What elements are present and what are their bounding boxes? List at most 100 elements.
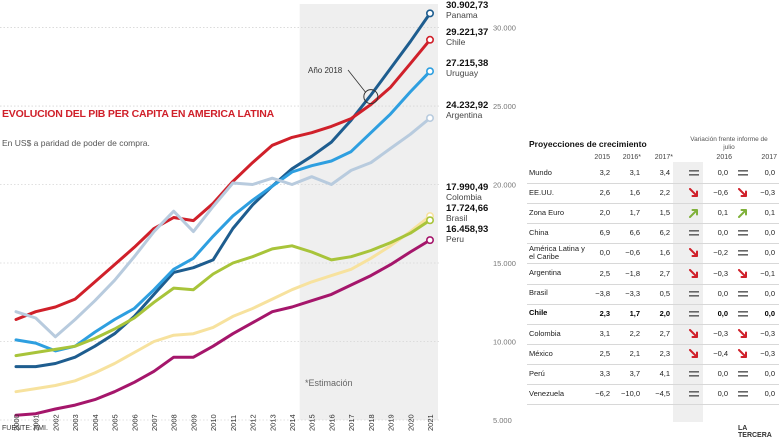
down-icon: [738, 268, 747, 278]
header-2016: 2016*: [622, 154, 641, 161]
value-2016: 2,2: [629, 328, 640, 338]
series-line-peru: [14, 238, 432, 417]
value-2016: −10,0: [621, 389, 640, 399]
row-name: Mundo: [529, 167, 552, 177]
value-2017: 2,3: [659, 348, 670, 358]
x-tick-label: 2014: [288, 414, 297, 431]
table-row: América Latina y el Caribe 0,0 −0,6 1,6 −0,2…: [527, 243, 779, 265]
x-tick-label: 2000: [12, 414, 21, 431]
equal-icon: [738, 250, 748, 256]
end-name-uruguay: Uruguay: [446, 68, 479, 78]
table-row: Argentina 2,5 −1,8 2,7 −0,3 −0,1: [527, 264, 779, 285]
table-row: Mundo 3,2 3,1 3,4 0,0 0,0: [527, 163, 779, 184]
variation-2017: 0,1: [764, 208, 775, 218]
annotation-label: Año 2018: [308, 66, 343, 75]
variation-2016: 0,0: [717, 228, 728, 238]
source-note: FUENTE: FMI.: [2, 425, 48, 432]
series-line-uruguay: [14, 69, 432, 353]
variation-2017: 0,0: [764, 288, 775, 298]
header-var-2016: 2016: [716, 154, 732, 161]
end-marker-uruguay: [425, 67, 434, 76]
value-2015: 3,2: [599, 168, 610, 177]
x-tick-label: 2021: [426, 414, 435, 431]
value-2015: 2,5: [599, 348, 610, 358]
table-row: Colombia 3,1 2,2 2,7 −0,3 −0,3: [527, 324, 779, 345]
equal-icon: [738, 230, 748, 236]
equal-icon: [689, 391, 699, 397]
value-2016: 1,7: [629, 308, 640, 318]
table-row: China 6,9 6,6 6,2 0,0 0,0: [527, 223, 779, 245]
x-tick-label: 2008: [170, 414, 179, 431]
variation-2017: −0,3: [760, 328, 775, 338]
variation-2016: −0,4: [713, 348, 728, 358]
y-tick-label: 20.000: [493, 181, 516, 190]
value-2015: −3,8: [595, 288, 610, 298]
value-2016: −0,6: [625, 248, 640, 258]
end-value-argentina: 24.232,92: [446, 100, 488, 111]
y-tick-label: 25.000: [493, 102, 516, 111]
value-2015: 2,0: [599, 208, 610, 218]
down-icon: [738, 328, 747, 338]
variation-2016: 0,0: [717, 288, 728, 298]
chart-subtitle: En US$ a paridad de poder de compra.: [2, 138, 150, 148]
value-2015: −6,2: [595, 389, 610, 399]
table-row: Chile 2,3 1,7 2,0 0,0 0,0: [527, 304, 779, 325]
value-2017: −4,5: [655, 389, 670, 399]
series-line-brasil: [14, 218, 432, 358]
down-icon: [689, 188, 698, 198]
row-name: México: [529, 348, 553, 358]
estimate-area: [299, 4, 438, 420]
value-2015: 6,9: [599, 228, 610, 238]
x-tick-label: 2010: [209, 414, 218, 431]
value-2015: 2,6: [599, 188, 610, 198]
y-tick-label: 10.000: [493, 338, 516, 347]
end-value-uruguay: 27.215,38: [446, 58, 488, 69]
end-name-colombia: Colombia: [446, 192, 482, 202]
equal-icon: [738, 290, 748, 297]
variation-2017: −0,1: [760, 268, 775, 278]
value-2015: 3,1: [599, 328, 610, 338]
value-2015: 2,3: [599, 308, 610, 318]
row-name: China: [529, 228, 549, 238]
x-tick-label: 2006: [130, 414, 139, 431]
down-icon: [689, 348, 698, 358]
variation-2016: 0,0: [717, 308, 728, 318]
value-2016: −3,3: [625, 288, 640, 298]
row-name: Colombia: [529, 328, 561, 338]
equal-icon: [738, 391, 748, 397]
y-tick-label: 30.000: [493, 24, 516, 33]
y-tick-label: 15.000: [493, 259, 516, 268]
end-marker-panama: [425, 9, 434, 18]
x-tick-label: 2002: [51, 414, 60, 431]
value-2017: 2,7: [659, 328, 670, 338]
down-icon: [689, 328, 698, 338]
value-2016: 1,7: [629, 208, 640, 218]
down-icon: [738, 188, 747, 198]
variation-2016: 0,0: [717, 168, 728, 177]
x-tick-label: 2013: [268, 414, 277, 431]
variation-2016: 0,0: [717, 369, 728, 378]
series-line-chile: [14, 38, 432, 321]
header-2015: 2015: [594, 154, 610, 161]
projections-title: Proyecciones de crecimiento: [529, 139, 647, 149]
series-line-argentina: [14, 116, 432, 339]
value-2017: 2,0: [659, 308, 670, 318]
variation-2016: −0,2: [713, 248, 728, 258]
y-tick-label: 5.000: [493, 416, 512, 425]
x-tick-label: 2020: [406, 414, 415, 431]
variation-2017: 0,0: [764, 369, 775, 378]
header-2017: 2017*: [654, 154, 673, 161]
annotation-circle: [363, 89, 379, 105]
variation-2017: −0,3: [760, 348, 775, 358]
series-line-colombia: [14, 214, 432, 394]
x-tick-label: 2019: [387, 414, 396, 431]
variation-2017: 0,0: [764, 308, 775, 318]
x-tick-label: 2017: [347, 414, 356, 431]
x-tick-label: 2009: [189, 414, 198, 431]
end-name-argentina: Argentina: [446, 110, 483, 120]
x-tick-label: 2012: [249, 414, 258, 431]
value-2016: 3,1: [629, 168, 640, 177]
value-2017: 6,2: [659, 228, 670, 238]
value-2017: 2,2: [659, 188, 670, 198]
down-icon: [689, 248, 698, 258]
